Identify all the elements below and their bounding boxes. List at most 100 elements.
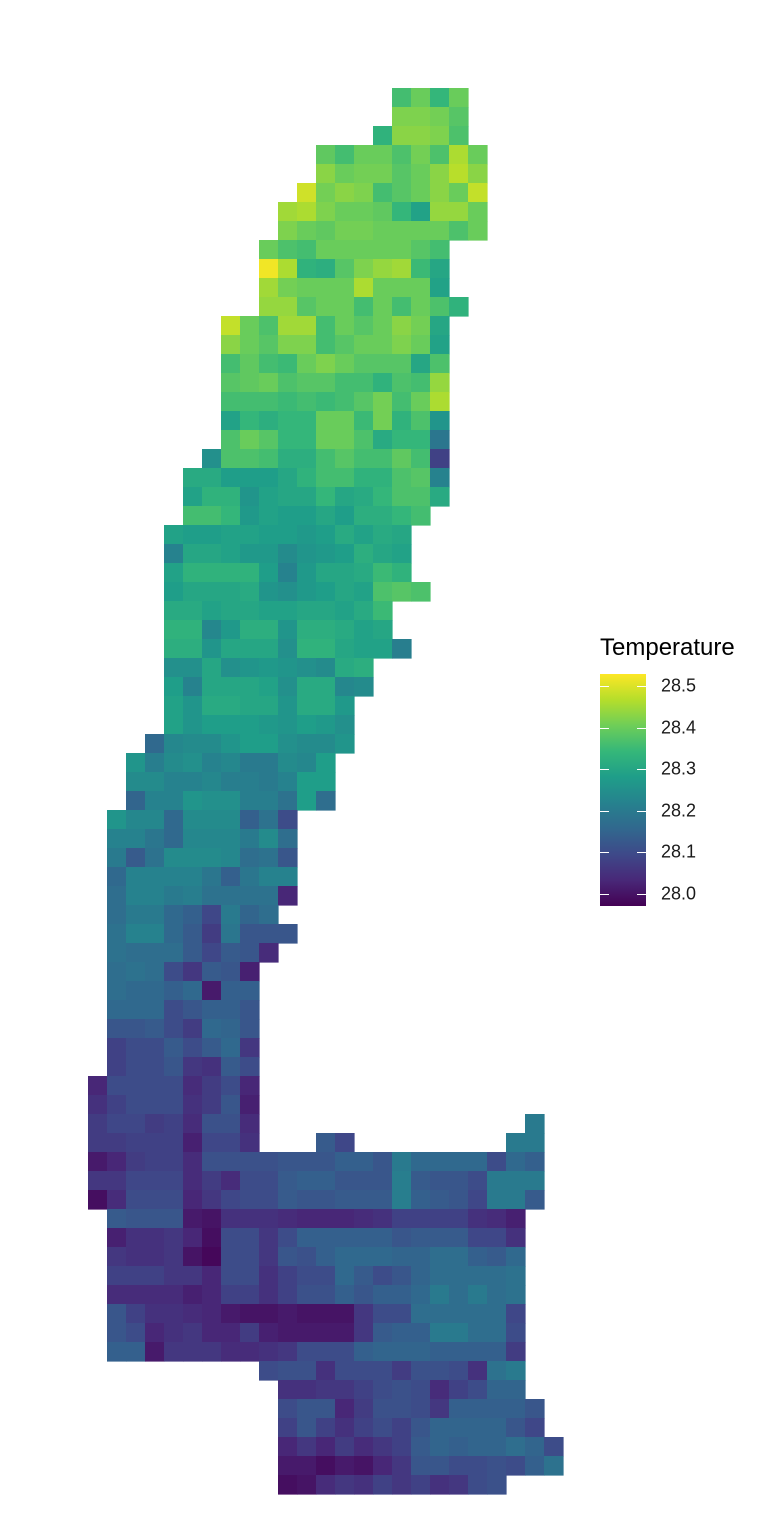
heatmap-cell [316, 658, 336, 678]
heatmap-cell [373, 563, 393, 583]
heatmap-cell [430, 164, 450, 184]
heatmap-cell [411, 1190, 431, 1210]
heatmap-cell [392, 411, 412, 431]
heatmap-cell [107, 1019, 127, 1039]
heatmap-cell [411, 392, 431, 412]
heatmap-cell [297, 183, 317, 203]
heatmap-cell [373, 1171, 393, 1191]
heatmap-cell [183, 1038, 203, 1058]
heatmap-cell [468, 202, 488, 222]
heatmap-cell [164, 1114, 184, 1134]
heatmap-cell [240, 620, 260, 640]
heatmap-cell [316, 145, 336, 165]
heatmap-cell [183, 905, 203, 925]
heatmap-cell [411, 88, 431, 108]
heatmap-cell [278, 658, 298, 678]
heatmap-cell [183, 867, 203, 887]
heatmap-cell [392, 1171, 412, 1191]
heatmap-cell [449, 1228, 469, 1248]
heatmap-cell [297, 772, 317, 792]
heatmap-cell [145, 1076, 165, 1096]
heatmap-cell [202, 924, 222, 944]
heatmap-cell [278, 677, 298, 697]
heatmap-cell [392, 639, 412, 659]
heatmap-cell [316, 1323, 336, 1343]
heatmap-cell [373, 1266, 393, 1286]
heatmap-cell [145, 1285, 165, 1305]
heatmap-cell [316, 1228, 336, 1248]
heatmap-cell [278, 392, 298, 412]
heatmap-cell [335, 1456, 355, 1476]
heatmap-cell [373, 1285, 393, 1305]
heatmap-cell [183, 525, 203, 545]
heatmap-cell [221, 354, 241, 374]
heatmap-cell [487, 1152, 507, 1172]
heatmap-cell [278, 601, 298, 621]
heatmap-cell [164, 1171, 184, 1191]
heatmap-cell [278, 1342, 298, 1362]
heatmap-cell [107, 1209, 127, 1229]
heatmap-cell [335, 221, 355, 241]
heatmap-cell [335, 1133, 355, 1153]
heatmap-cell [164, 1019, 184, 1039]
heatmap-cell [183, 962, 203, 982]
heatmap-cell [373, 202, 393, 222]
heatmap-cell [487, 1228, 507, 1248]
heatmap-cell [164, 582, 184, 602]
heatmap-cell [354, 601, 374, 621]
heatmap-cell [335, 1380, 355, 1400]
heatmap-cell [221, 1247, 241, 1267]
heatmap-cell [221, 677, 241, 697]
heatmap-cell [240, 1038, 260, 1058]
heatmap-cell [126, 791, 146, 811]
heatmap-cell [145, 1266, 165, 1286]
heatmap-cell [221, 1190, 241, 1210]
heatmap-cell [297, 1437, 317, 1457]
heatmap-cell [335, 1209, 355, 1229]
legend-tick [600, 810, 609, 812]
heatmap-cell [164, 924, 184, 944]
heatmap-cell [392, 430, 412, 450]
heatmap-cell [202, 1209, 222, 1229]
heatmap-cell [259, 1228, 279, 1248]
legend-tick [637, 810, 646, 812]
heatmap-cell [335, 449, 355, 469]
heatmap-cell [278, 715, 298, 735]
heatmap-cell [487, 1171, 507, 1191]
heatmap-cell [145, 1209, 165, 1229]
heatmap-cell [316, 1456, 336, 1476]
heatmap-cell [240, 810, 260, 830]
heatmap-cell [297, 1266, 317, 1286]
heatmap-cell [411, 354, 431, 374]
heatmap-cell [240, 734, 260, 754]
legend-tick [637, 686, 646, 688]
heatmap-cell [221, 962, 241, 982]
heatmap-cell [297, 1361, 317, 1381]
heatmap-cell [335, 392, 355, 412]
heatmap-cell [392, 202, 412, 222]
heatmap-cell [335, 696, 355, 716]
heatmap-cell [411, 1437, 431, 1457]
heatmap-cell [335, 734, 355, 754]
heatmap-cell [506, 1228, 526, 1248]
heatmap-cell [259, 905, 279, 925]
heatmap-cell [278, 240, 298, 260]
heatmap-cell [145, 753, 165, 773]
heatmap-cell [411, 1266, 431, 1286]
heatmap-cell [297, 677, 317, 697]
heatmap-cell [202, 1247, 222, 1267]
heatmap-cell [240, 639, 260, 659]
heatmap-cell [183, 1000, 203, 1020]
heatmap-cell [316, 525, 336, 545]
heatmap-cell [278, 620, 298, 640]
heatmap-cell [373, 1323, 393, 1343]
heatmap-cell [449, 164, 469, 184]
heatmap-cell [278, 639, 298, 659]
heatmap-cell [259, 1323, 279, 1343]
heatmap-cell [126, 810, 146, 830]
heatmap-cell [278, 525, 298, 545]
heatmap-cell [316, 335, 336, 355]
heatmap-cell [354, 183, 374, 203]
heatmap-cell [240, 1266, 260, 1286]
heatmap-cell [278, 1399, 298, 1419]
